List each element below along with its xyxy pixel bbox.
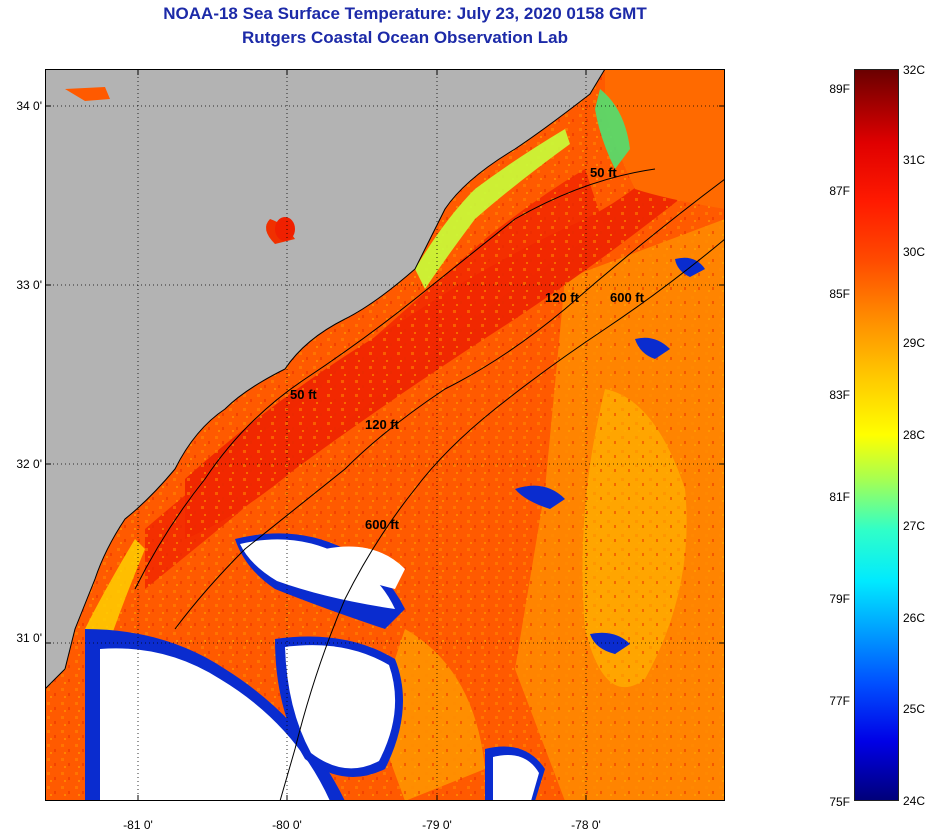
sst-map-canvas: 50 ft 120 ft 600 ft 50 ft 120 ft 600 ft xyxy=(45,69,725,801)
colorbar-label-77f: 77F xyxy=(829,694,850,708)
colorbar-label-32c: 32C xyxy=(903,63,926,77)
colorbar-label-24c: 24C xyxy=(903,794,926,808)
contour-label-120ft-south: 120 ft xyxy=(365,417,400,432)
lon-label-79: -79 0' xyxy=(422,818,452,832)
contour-label-50ft-south: 50 ft xyxy=(290,387,317,402)
contour-label-50ft-north: 50 ft xyxy=(590,165,617,180)
colorbar-label-79f: 79F xyxy=(829,592,850,606)
colorbar-label-31c: 31C xyxy=(903,153,926,167)
colorbar-label-75f: 75F xyxy=(829,795,850,809)
map-subtitle: Rutgers Coastal Ocean Observation Lab xyxy=(242,28,568,47)
contour-label-600ft-north: 600 ft xyxy=(610,290,645,305)
colorbar-label-87f: 87F xyxy=(829,184,850,198)
lat-label-34: 34 0' xyxy=(16,99,42,113)
contour-50ft xyxy=(134,168,656,590)
colorbar-label-85f: 85F xyxy=(829,287,850,301)
temperature-colorbar xyxy=(854,69,899,801)
map-title: NOAA-18 Sea Surface Temperature: July 23… xyxy=(163,4,647,23)
colorbar-label-30c: 30C xyxy=(903,245,926,259)
graticule xyxy=(45,69,725,801)
colorbar-label-25c: 25C xyxy=(903,702,926,716)
contour-600ft xyxy=(279,238,725,801)
colorbar-label-89f: 89F xyxy=(829,82,850,96)
lon-label-80: -80 0' xyxy=(272,818,302,832)
colorbar-label-81f: 81F xyxy=(829,490,850,504)
land-area xyxy=(45,69,605,689)
colorbar-label-27c: 27C xyxy=(903,519,926,533)
map-frame xyxy=(45,69,725,801)
northeast-cool-patch xyxy=(595,89,630,169)
lat-label-32: 32 0' xyxy=(16,457,42,471)
colorbar-label-83f: 83F xyxy=(829,388,850,402)
cool-nearshore-strip xyxy=(415,129,570,289)
colorbar-label-28c: 28C xyxy=(903,428,926,442)
cloud-cover xyxy=(85,257,705,801)
contour-label-600ft-south: 600 ft xyxy=(365,517,400,532)
lat-label-31: 31 0' xyxy=(16,631,42,645)
northeast-coast-water xyxy=(605,69,725,209)
lon-label-78: -78 0' xyxy=(571,818,601,832)
inland-lake-3 xyxy=(65,87,110,101)
colorbar-label-29c: 29C xyxy=(903,336,926,350)
colorbar-label-26c: 26C xyxy=(903,611,926,625)
lon-label-81: -81 0' xyxy=(123,818,153,832)
contour-label-120ft-north: 120 ft xyxy=(545,290,580,305)
contour-120ft xyxy=(174,178,725,630)
inland-lake-2 xyxy=(275,217,295,241)
sst-map: 50 ft 120 ft 600 ft 50 ft 120 ft 600 ft xyxy=(45,69,725,801)
coastline xyxy=(45,69,606,690)
axis-ticks xyxy=(45,69,725,801)
lat-label-33: 33 0' xyxy=(16,278,42,292)
